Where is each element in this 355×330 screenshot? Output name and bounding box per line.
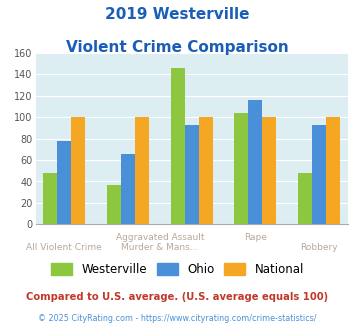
Text: Compared to U.S. average. (U.S. average equals 100): Compared to U.S. average. (U.S. average …	[26, 292, 329, 302]
Bar	[107, 185, 121, 224]
Bar	[248, 100, 262, 224]
Bar	[135, 117, 149, 224]
Text: Rape: Rape	[244, 233, 267, 242]
Bar	[171, 68, 185, 224]
Bar	[312, 125, 326, 224]
Bar	[298, 173, 312, 224]
Text: Violent Crime Comparison: Violent Crime Comparison	[66, 40, 289, 54]
Bar	[326, 117, 340, 224]
Text: All Violent Crime: All Violent Crime	[26, 243, 102, 251]
Text: 2019 Westerville: 2019 Westerville	[105, 7, 250, 21]
Bar	[71, 117, 85, 224]
Bar	[234, 113, 248, 224]
Text: Murder & Mans...: Murder & Mans...	[121, 243, 198, 251]
Bar	[199, 117, 213, 224]
Bar	[57, 141, 71, 224]
Bar	[185, 125, 199, 224]
Text: Robbery: Robbery	[300, 243, 338, 251]
Text: © 2025 CityRating.com - https://www.cityrating.com/crime-statistics/: © 2025 CityRating.com - https://www.city…	[38, 314, 317, 323]
Bar	[121, 153, 135, 224]
Legend: Westerville, Ohio, National: Westerville, Ohio, National	[46, 258, 309, 281]
Bar	[262, 117, 277, 224]
Text: Aggravated Assault: Aggravated Assault	[116, 233, 204, 242]
Bar	[43, 173, 57, 224]
